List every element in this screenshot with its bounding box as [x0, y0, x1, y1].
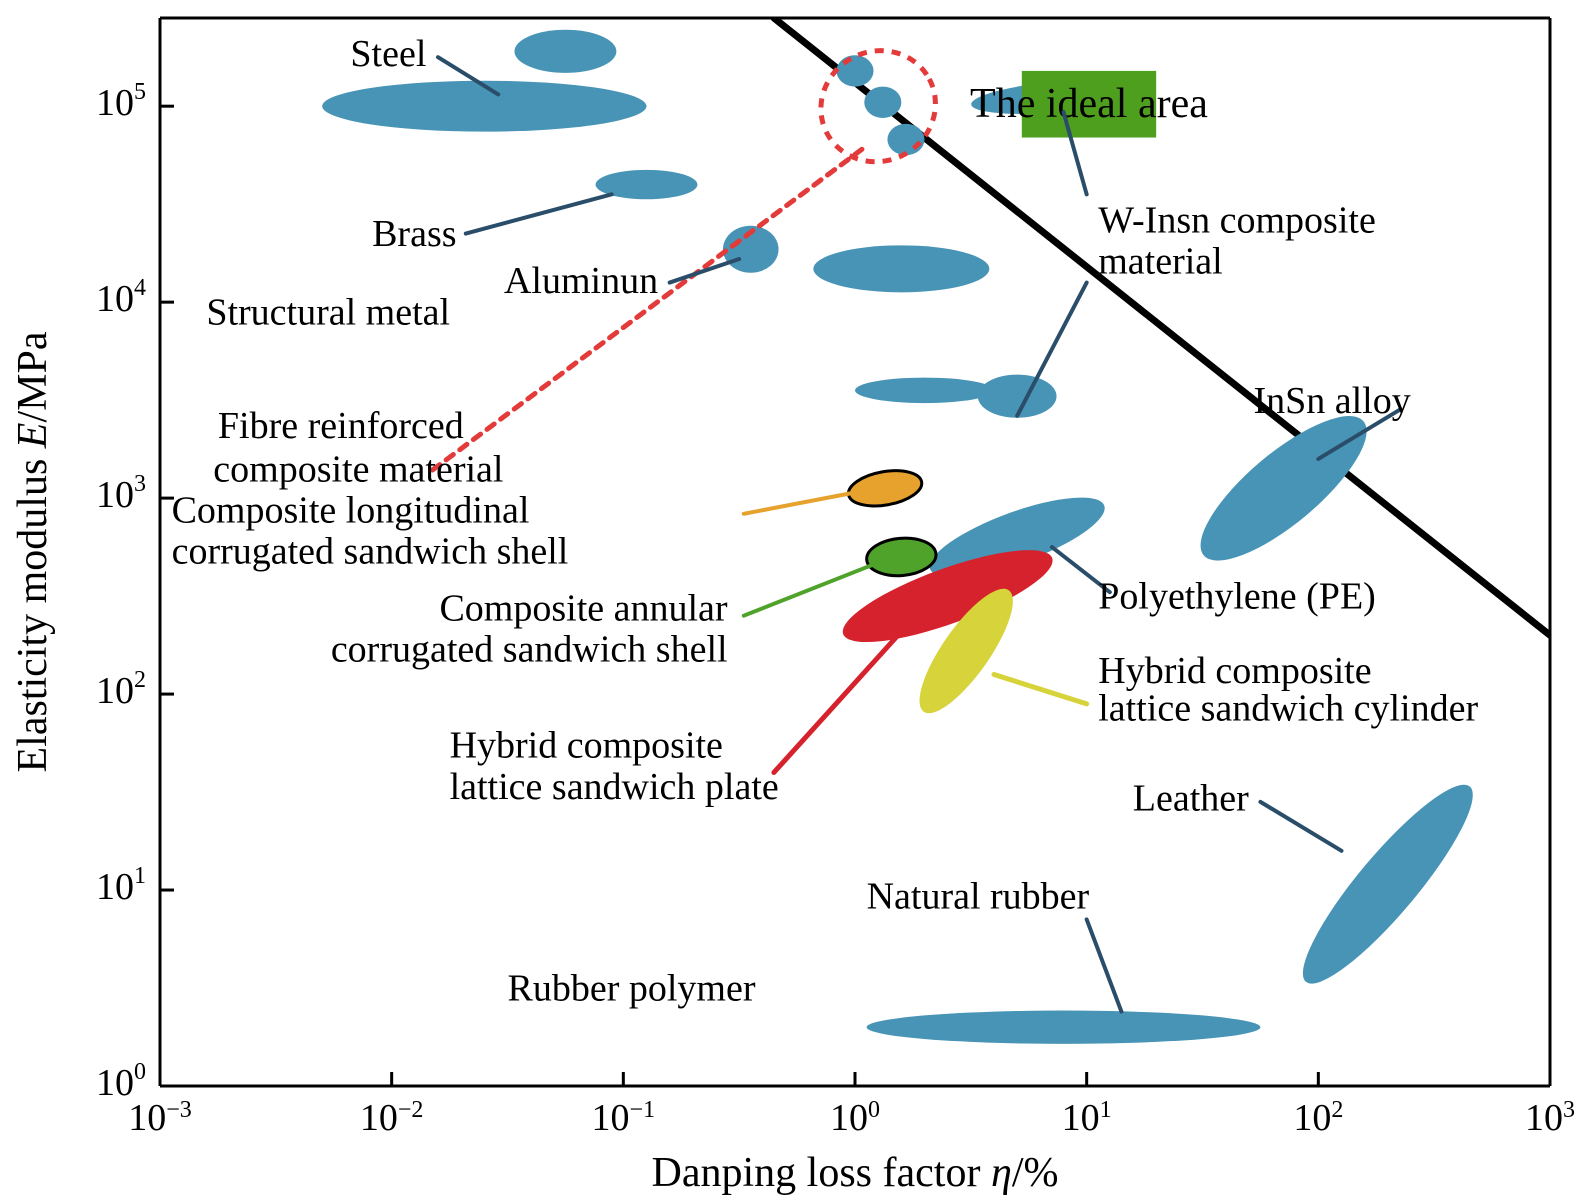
ellipse-structural-metal	[813, 245, 989, 292]
chart-container: The ideal area Steel Brass Aluminun Structur…	[0, 0, 1575, 1203]
label-cyl-1: Hybrid composite	[1098, 650, 1371, 692]
ellipse-structural-metal-2	[855, 378, 994, 403]
label-natural-rubber: Natural rubber	[867, 876, 1090, 918]
x-axis-label: Danping loss factor η/%	[652, 1150, 1059, 1196]
chart-svg: The ideal area Steel Brass Aluminun Structur…	[0, 0, 1575, 1203]
label-w-insn-1: W-Insn composite	[1098, 199, 1376, 241]
label-aluminum: Aluminun	[504, 260, 658, 302]
label-steel: Steel	[350, 33, 426, 75]
label-structural: Structural metal	[206, 292, 450, 334]
label-fibre-2: composite material	[213, 448, 503, 490]
label-plate-2: lattice sandwich plate	[450, 766, 779, 808]
label-pe: Polyethylene (PE)	[1098, 576, 1376, 618]
label-w-insn-2: material	[1098, 241, 1222, 283]
ellipse-red-dot-3	[887, 124, 924, 155]
label-annular-1: Composite annular	[439, 587, 727, 629]
y-axis-label: Elasticity modulus E/MPa	[10, 331, 56, 772]
label-brass: Brass	[372, 213, 456, 255]
label-long-2: corrugated sandwich shell	[172, 531, 569, 573]
ellipse-steel-dot	[514, 30, 616, 73]
label-leather: Leather	[1133, 778, 1249, 820]
ellipse-steel	[322, 81, 646, 132]
label-annular-2: corrugated sandwich shell	[331, 629, 728, 671]
label-rubber-polymer: Rubber polymer	[508, 968, 756, 1010]
ellipse-red-dot-1	[836, 55, 873, 86]
label-fibre-1: Fibre reinforced	[218, 405, 464, 447]
label-cyl-2: lattice sandwich cylinder	[1098, 687, 1478, 729]
ellipse-fibre-blob	[978, 375, 1057, 418]
label-plate-1: Hybrid composite	[450, 725, 723, 767]
ellipse-red-dot-2	[864, 87, 901, 118]
ellipse-rubber-polymer	[867, 1011, 1261, 1044]
ideal-area-label: The ideal area	[970, 81, 1208, 127]
label-long-1: Composite longitudinal	[172, 490, 530, 532]
label-insn: InSn alloy	[1253, 380, 1410, 422]
